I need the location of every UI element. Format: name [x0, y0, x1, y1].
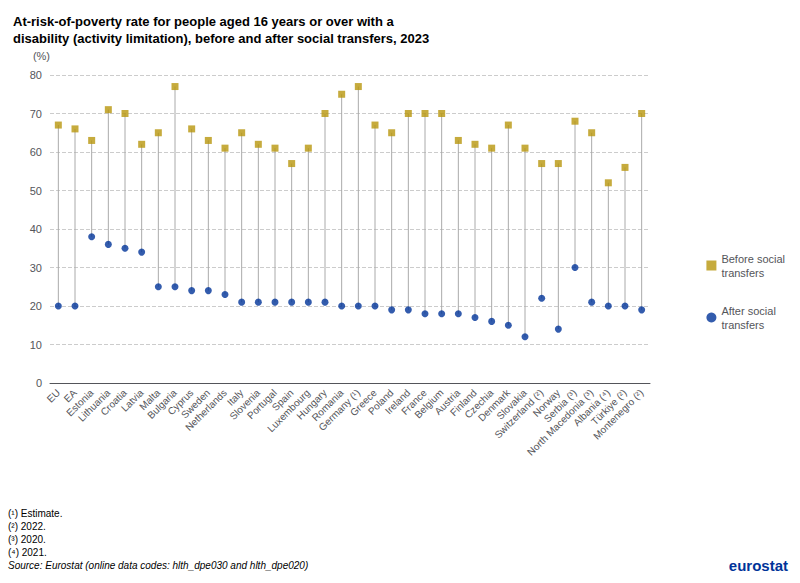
svg-text:eurostat: eurostat	[729, 557, 788, 574]
svg-text:Slovakia: Slovakia	[494, 387, 529, 422]
svg-text:Albania (⁴): Albania (⁴)	[571, 387, 613, 429]
svg-text:Luxembourg: Luxembourg	[265, 387, 313, 435]
svg-text:10: 10	[30, 339, 42, 351]
svg-text:Finland: Finland	[448, 387, 479, 418]
svg-text:At-risk-of-poverty rate for pe: At-risk-of-poverty rate for people aged …	[13, 14, 394, 29]
svg-text:Serbia (³): Serbia (³)	[541, 387, 579, 425]
svg-text:Germany (¹): Germany (¹)	[316, 387, 363, 433]
svg-text:Latvia: Latvia	[118, 387, 146, 414]
svg-text:France: France	[399, 387, 429, 417]
svg-text:Netherlands: Netherlands	[183, 387, 229, 433]
svg-text:Ireland: Ireland	[382, 387, 413, 417]
svg-text:Malta: Malta	[137, 387, 163, 413]
svg-text:Sweden: Sweden	[178, 387, 213, 421]
svg-text:EA: EA	[61, 387, 79, 405]
svg-text:EU: EU	[45, 387, 63, 405]
svg-text:Bulgaria: Bulgaria	[145, 387, 179, 421]
svg-text:Slovenia: Slovenia	[227, 387, 263, 422]
svg-text:Hungary: Hungary	[294, 387, 329, 422]
svg-text:transfers: transfers	[721, 267, 764, 279]
svg-text:Cyprus: Cyprus	[165, 387, 196, 418]
svg-text:20: 20	[30, 300, 42, 312]
svg-text:Estonia: Estonia	[64, 387, 96, 419]
svg-text:Belgium: Belgium	[412, 387, 446, 421]
svg-text:(³) 2020.: (³) 2020.	[8, 534, 46, 545]
svg-text:0: 0	[36, 377, 42, 389]
svg-text:(¹) Estimate.: (¹) Estimate.	[8, 508, 62, 519]
svg-text:Source: Eurostat (online data: Source: Eurostat (online data codes: hlt…	[8, 560, 308, 571]
svg-text:After social: After social	[721, 305, 775, 317]
svg-text:Before social: Before social	[721, 253, 785, 265]
svg-text:(²) 2022.: (²) 2022.	[8, 521, 46, 532]
svg-text:Montenegro (²): Montenegro (²)	[591, 387, 645, 441]
svg-text:50: 50	[30, 185, 42, 197]
svg-text:Spain: Spain	[269, 387, 296, 413]
svg-text:40: 40	[30, 223, 42, 235]
svg-text:Austria: Austria	[432, 387, 463, 417]
svg-text:Croatia: Croatia	[98, 387, 129, 418]
svg-text:Romania: Romania	[309, 387, 346, 424]
svg-text:Greece: Greece	[348, 387, 379, 418]
svg-text:Norway: Norway	[530, 387, 563, 419]
svg-text:(%): (%)	[33, 50, 50, 62]
svg-text:60: 60	[30, 146, 42, 158]
svg-text:Poland: Poland	[365, 387, 396, 417]
svg-text:70: 70	[30, 108, 42, 120]
svg-text:Lithuania: Lithuania	[75, 387, 113, 424]
svg-text:Denmark: Denmark	[475, 387, 513, 424]
svg-text:Portugal: Portugal	[244, 387, 279, 422]
svg-text:Italy: Italy	[224, 387, 246, 408]
svg-text:30: 30	[30, 262, 42, 274]
svg-text:Türkiye (²): Türkiye (²)	[588, 387, 629, 428]
svg-text:(⁴) 2021.: (⁴) 2021.	[8, 547, 47, 558]
svg-text:transfers: transfers	[721, 319, 764, 331]
svg-text:80: 80	[30, 69, 42, 81]
svg-text:Switzerland (²): Switzerland (²)	[492, 387, 546, 441]
svg-text:Czechia: Czechia	[462, 387, 496, 421]
svg-text:North Macedonia (³): North Macedonia (³)	[525, 387, 596, 458]
svg-text:disability (activity limitatio: disability (activity limitation), before…	[13, 31, 429, 46]
